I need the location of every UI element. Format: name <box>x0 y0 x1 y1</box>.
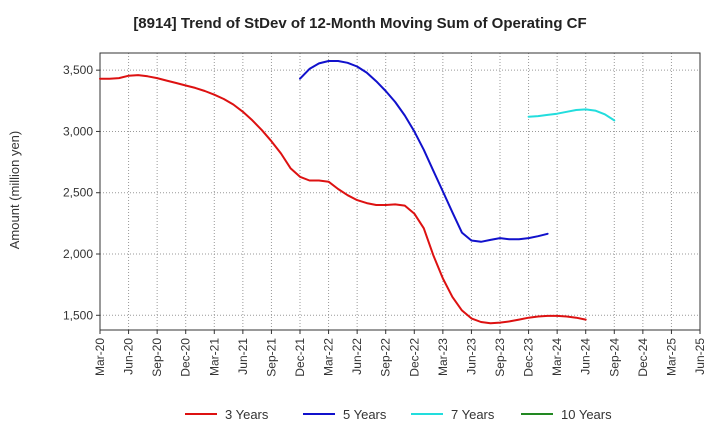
x-tick-label: Sep-20 <box>150 338 164 377</box>
legend: 3 Years 5 Years 7 Years 10 Years <box>185 407 612 422</box>
x-axis-ticks: Mar-20 Jun-20 Sep-20 Dec-20 Mar-21 Jun-21 Sep-… <box>93 330 707 377</box>
y-tick-label: 3,000 <box>63 124 93 138</box>
series-line-7-years <box>527 108 616 122</box>
y-tick-label: 1,500 <box>63 308 93 322</box>
legend-label-7-years: 7 Years <box>451 407 495 422</box>
x-tick-label: Mar-22 <box>322 338 336 376</box>
legend-label-5-years: 5 Years <box>343 407 387 422</box>
x-tick-label: Dec-24 <box>636 338 650 377</box>
x-tick-label: Mar-23 <box>436 338 450 376</box>
y-tick-label: 2,500 <box>63 186 93 200</box>
grid <box>100 53 700 330</box>
series-line-5-years <box>299 60 549 243</box>
x-tick-label: Dec-20 <box>179 338 193 377</box>
x-tick-label: Sep-21 <box>264 338 278 377</box>
y-tick-label: 3,500 <box>63 63 93 77</box>
x-tick-label: Dec-23 <box>522 338 536 377</box>
x-tick-label: Dec-22 <box>407 338 421 377</box>
legend-label-10-years: 10 Years <box>561 407 612 422</box>
y-axis-ticks: 1,500 2,000 2,500 3,000 3,500 <box>63 63 100 322</box>
series-line-3-years <box>99 74 587 325</box>
x-tick-label: Dec-21 <box>293 338 307 377</box>
x-tick-label: Mar-24 <box>550 338 564 376</box>
x-tick-label: Sep-24 <box>607 338 621 377</box>
chart-title: [8914] Trend of StDev of 12-Month Moving… <box>133 15 586 32</box>
plot-frame <box>99 52 701 331</box>
x-tick-label: Jun-25 <box>693 338 707 375</box>
x-tick-label: Jun-24 <box>579 338 593 375</box>
y-axis-label: Amount (million yen) <box>7 131 22 250</box>
y-tick-label: 2,000 <box>63 247 93 261</box>
x-tick-label: Jun-21 <box>236 338 250 375</box>
x-tick-label: Jun-20 <box>122 338 136 375</box>
x-tick-label: Mar-25 <box>664 338 678 376</box>
legend-label-3-years: 3 Years <box>225 407 269 422</box>
x-tick-label: Sep-23 <box>493 338 507 377</box>
x-tick-label: Mar-21 <box>207 338 221 376</box>
x-tick-label: Sep-22 <box>379 338 393 377</box>
x-tick-label: Jun-22 <box>350 338 364 375</box>
x-tick-label: Mar-20 <box>93 338 107 376</box>
x-tick-label: Jun-23 <box>464 338 478 375</box>
series-group <box>99 60 616 325</box>
